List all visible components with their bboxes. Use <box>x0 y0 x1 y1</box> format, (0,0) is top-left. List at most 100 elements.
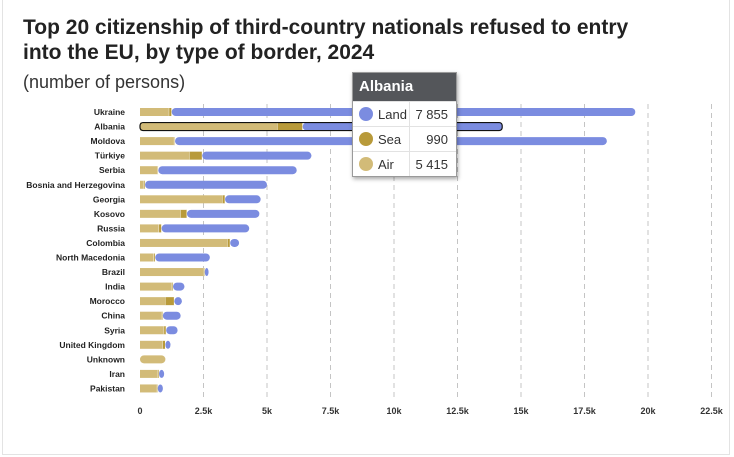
x-tick-label: 2.5k <box>195 406 214 416</box>
category-label: Moldova <box>91 136 126 146</box>
category-label: Pakistan <box>90 383 125 393</box>
bar-segment-air <box>140 384 157 393</box>
bar-segment-sea <box>159 224 162 233</box>
bar-segment-land <box>158 166 297 175</box>
category-label: Albania <box>94 122 125 132</box>
bar-segment-land <box>155 253 210 262</box>
bar-segment-air <box>140 209 181 218</box>
bar-segment-land <box>202 151 312 160</box>
land-legend-dot <box>359 107 373 121</box>
category-label: Serbia <box>99 165 125 175</box>
bar-segment-sea <box>203 268 205 277</box>
bar-segment-air <box>140 122 278 131</box>
bar-segment-land <box>204 268 209 277</box>
bar-segment-land <box>173 282 185 291</box>
x-tick-label: 5k <box>262 406 273 416</box>
bar-segment-sea <box>157 369 160 378</box>
tooltip-row-air: Air 5 415 <box>353 151 456 176</box>
bar-segment-air <box>140 224 160 233</box>
category-label: Ukraine <box>94 107 125 117</box>
x-tick-label: 12.5k <box>446 406 470 416</box>
x-tick-label: 0 <box>137 406 142 416</box>
bar-segment-air <box>140 137 175 146</box>
bar-segment-sea <box>277 122 303 131</box>
x-tick-label: 15k <box>513 406 529 416</box>
bar-segment-air <box>140 282 172 291</box>
category-label: Georgia <box>93 194 125 204</box>
tooltip-label: Land <box>378 106 407 122</box>
bar-segment-air <box>140 253 154 262</box>
tooltip-value: 990 <box>426 131 448 147</box>
bar-segment-sea <box>156 384 158 393</box>
category-label: China <box>101 311 125 321</box>
category-label: Brazil <box>102 267 125 277</box>
bar-segment-sea <box>189 151 203 160</box>
bar-segment-air <box>140 195 223 204</box>
category-label: India <box>105 282 125 292</box>
bar-segment-sea <box>171 282 174 291</box>
bar-segment-sea <box>227 238 231 247</box>
x-tick-label: 20k <box>640 406 656 416</box>
category-label: United Kingdom <box>59 340 125 350</box>
bar-segment-land <box>225 195 261 204</box>
bar-segment-land <box>161 224 250 233</box>
bar-segment-air <box>140 268 204 277</box>
bar-segment-air <box>140 151 190 160</box>
bar-segment-air <box>140 180 144 189</box>
bar-segment-land <box>186 209 260 218</box>
bar-segment-air <box>140 326 165 335</box>
category-label: Russia <box>97 223 125 233</box>
tooltip-value: 7 855 <box>415 106 448 122</box>
bar-segment-sea <box>143 180 146 189</box>
bar-segment-sea <box>153 253 156 262</box>
chart-title: Top 20 citizenship of third-country nati… <box>23 16 629 64</box>
highlight-outline <box>139 121 503 132</box>
category-label: Unknown <box>87 354 125 364</box>
tooltip-row-land: Land 7 855 <box>353 101 456 126</box>
bar-segment-sea <box>164 326 167 335</box>
bar-segment-land <box>145 180 267 189</box>
tooltip-title: Albania <box>353 73 456 101</box>
tooltip-value: 5 415 <box>415 156 448 172</box>
bar-segment-sea <box>180 209 187 218</box>
chart-subtitle: (number of persons) <box>23 72 186 92</box>
tooltip: Albania Land 7 855 Sea 990 Air 5 415 <box>352 72 457 177</box>
sea-legend-dot <box>359 132 373 146</box>
bar-segment-land <box>166 326 178 335</box>
x-tick-label: 10k <box>386 406 402 416</box>
x-tick-label: 17.5k <box>573 406 597 416</box>
bar-segment-land <box>162 311 181 320</box>
bar-segment-air <box>140 311 162 320</box>
bar-segment-air <box>140 369 158 378</box>
category-label: Morocco <box>90 296 125 306</box>
bar-segment-land <box>159 369 165 378</box>
x-tick-label: 22.5k <box>700 406 724 416</box>
category-label: Kosovo <box>94 209 125 219</box>
bar-segment-land <box>165 340 171 349</box>
bar-segment-sea <box>165 297 175 306</box>
bar-segment-air <box>140 297 166 306</box>
bar-segment-air <box>140 238 228 247</box>
tooltip-label: Sea <box>378 131 402 147</box>
bar-segment-land <box>174 297 182 306</box>
category-label: Syria <box>104 325 125 335</box>
bar-segment-land <box>230 238 240 247</box>
bar-segment-land <box>157 384 163 393</box>
x-tick-label: 7.5k <box>322 406 341 416</box>
tooltip-row-sea: Sea 990 <box>353 126 456 151</box>
category-label: Colombia <box>86 238 125 248</box>
bar-segment-air <box>140 355 166 364</box>
category-label: Iran <box>109 369 125 379</box>
bar-segment-air <box>140 340 163 349</box>
bar-segment-air <box>140 108 170 116</box>
bar-segment-air <box>140 166 158 175</box>
bar-segment-sea <box>162 340 166 349</box>
bar-segment-sea <box>169 108 172 116</box>
category-label: North Macedonia <box>56 253 125 263</box>
air-legend-dot <box>359 157 373 171</box>
bar-segment-sea <box>161 311 163 320</box>
category-label: Bosnia and Herzegovina <box>26 180 125 190</box>
category-label: Türkiye <box>95 151 126 161</box>
